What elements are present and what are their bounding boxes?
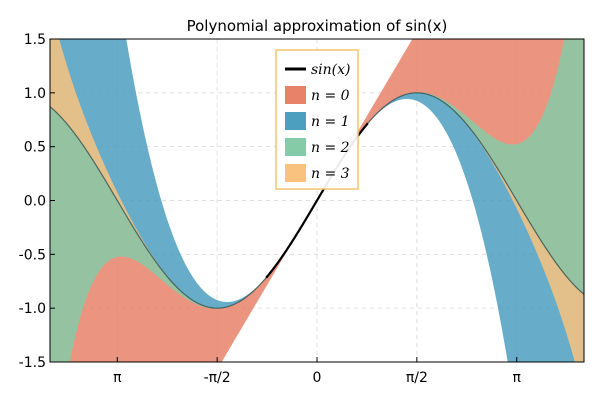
x-tick-label: π <box>113 370 122 386</box>
y-tick-label: -1.5 <box>19 355 46 371</box>
legend-swatch <box>285 86 306 104</box>
legend-label: n = 0 <box>311 88 350 104</box>
y-tick-label: 0.5 <box>24 140 46 156</box>
y-tick-label: 1.5 <box>24 32 46 48</box>
x-tick-label: -π/2 <box>204 370 231 386</box>
x-tick-label: π <box>512 370 521 386</box>
legend-label: n = 3 <box>311 166 350 182</box>
legend: sin(x) n = 0 n = 1 n = 2 n = 3 <box>275 49 359 190</box>
band-n=1 <box>50 39 584 362</box>
legend-swatch <box>285 112 306 130</box>
band-n=0 <box>50 39 584 362</box>
x-tick-label: 0 <box>313 370 322 386</box>
y-tick-label: 1.0 <box>24 86 46 102</box>
chart-title: Polynomial approximation of sin(x) <box>187 17 448 35</box>
y-tick-label: 0.0 <box>24 194 46 210</box>
y-tick-label: -1.0 <box>19 301 46 317</box>
y-tick-label: -0.5 <box>19 247 46 263</box>
legend-swatch <box>285 164 306 182</box>
approximation-bands <box>50 39 584 362</box>
legend-label: n = 1 <box>311 114 350 130</box>
legend-label: n = 2 <box>311 140 350 156</box>
axis-ticks: π -π/2 0 π/2 π 1.5 1.0 0.5 0.0 -0.5 -1.0 -1.5 <box>19 32 522 386</box>
x-tick-label: π/2 <box>406 370 428 386</box>
legend-label: sin(x) <box>311 62 351 78</box>
legend-swatch <box>285 138 306 156</box>
